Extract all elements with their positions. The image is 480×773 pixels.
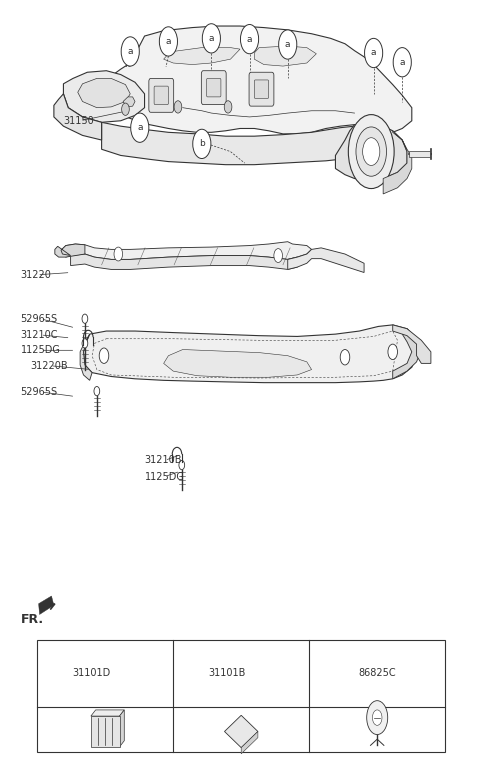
Text: 31210B: 31210B (144, 455, 182, 465)
Polygon shape (393, 329, 421, 379)
Circle shape (348, 114, 394, 189)
FancyBboxPatch shape (254, 80, 269, 98)
Polygon shape (61, 242, 312, 260)
FancyBboxPatch shape (37, 640, 445, 751)
Polygon shape (254, 46, 316, 66)
Polygon shape (241, 731, 258, 754)
Text: 52965S: 52965S (21, 314, 58, 324)
FancyBboxPatch shape (206, 78, 221, 97)
Circle shape (279, 30, 297, 60)
Text: a: a (166, 37, 171, 46)
FancyBboxPatch shape (249, 72, 274, 106)
FancyBboxPatch shape (201, 70, 226, 104)
Circle shape (99, 348, 109, 363)
FancyBboxPatch shape (154, 86, 168, 104)
Polygon shape (120, 710, 124, 747)
Text: a: a (137, 123, 143, 132)
Circle shape (240, 25, 259, 54)
Polygon shape (102, 122, 369, 165)
Polygon shape (164, 48, 240, 65)
Polygon shape (38, 596, 54, 615)
Circle shape (393, 48, 411, 77)
Circle shape (363, 138, 380, 165)
Text: FR.: FR. (21, 613, 44, 625)
Text: a: a (371, 49, 376, 57)
Polygon shape (97, 26, 412, 134)
Circle shape (202, 24, 220, 53)
Polygon shape (54, 94, 102, 140)
Polygon shape (91, 710, 124, 716)
Text: 31220: 31220 (21, 270, 51, 280)
Text: 31101D: 31101D (72, 669, 110, 679)
Circle shape (82, 314, 88, 323)
Text: 31150: 31150 (63, 116, 94, 126)
Circle shape (51, 661, 66, 686)
Polygon shape (78, 78, 130, 107)
Text: a: a (247, 35, 252, 43)
Circle shape (94, 386, 100, 396)
Text: 52965S: 52965S (21, 387, 58, 397)
Text: a: a (285, 40, 290, 49)
Polygon shape (164, 349, 312, 377)
Circle shape (372, 710, 382, 725)
Text: a: a (399, 58, 405, 66)
Text: a: a (209, 34, 214, 43)
Polygon shape (84, 325, 417, 383)
Circle shape (356, 127, 386, 176)
Text: 31220B: 31220B (30, 361, 68, 371)
FancyBboxPatch shape (91, 716, 120, 747)
Text: 31101B: 31101B (208, 669, 245, 679)
Text: a: a (56, 669, 61, 678)
Circle shape (187, 661, 202, 686)
Circle shape (274, 249, 282, 263)
Circle shape (364, 39, 383, 67)
Circle shape (193, 129, 211, 158)
Circle shape (121, 103, 129, 115)
Text: 31210C: 31210C (21, 330, 58, 340)
Text: 1125DG: 1125DG (21, 346, 60, 356)
Text: 86825C: 86825C (359, 669, 396, 679)
Circle shape (131, 113, 149, 142)
Text: b: b (192, 669, 197, 678)
Circle shape (224, 100, 232, 113)
Circle shape (121, 37, 139, 66)
Text: 1125DG: 1125DG (144, 472, 184, 482)
Circle shape (82, 339, 88, 348)
Polygon shape (123, 97, 135, 107)
Circle shape (340, 349, 350, 365)
Polygon shape (55, 244, 85, 257)
Polygon shape (383, 131, 412, 194)
Circle shape (179, 461, 185, 470)
Circle shape (159, 27, 178, 56)
Circle shape (174, 100, 182, 113)
Text: a: a (128, 47, 133, 56)
Polygon shape (336, 124, 407, 180)
Polygon shape (288, 248, 364, 273)
Text: b: b (199, 139, 204, 148)
Polygon shape (71, 254, 297, 270)
Circle shape (114, 247, 122, 261)
Polygon shape (225, 715, 258, 747)
Circle shape (388, 344, 397, 359)
Polygon shape (393, 325, 431, 363)
FancyBboxPatch shape (409, 151, 431, 157)
FancyBboxPatch shape (149, 78, 174, 112)
Circle shape (367, 700, 388, 734)
Polygon shape (63, 70, 144, 122)
Polygon shape (80, 334, 92, 380)
